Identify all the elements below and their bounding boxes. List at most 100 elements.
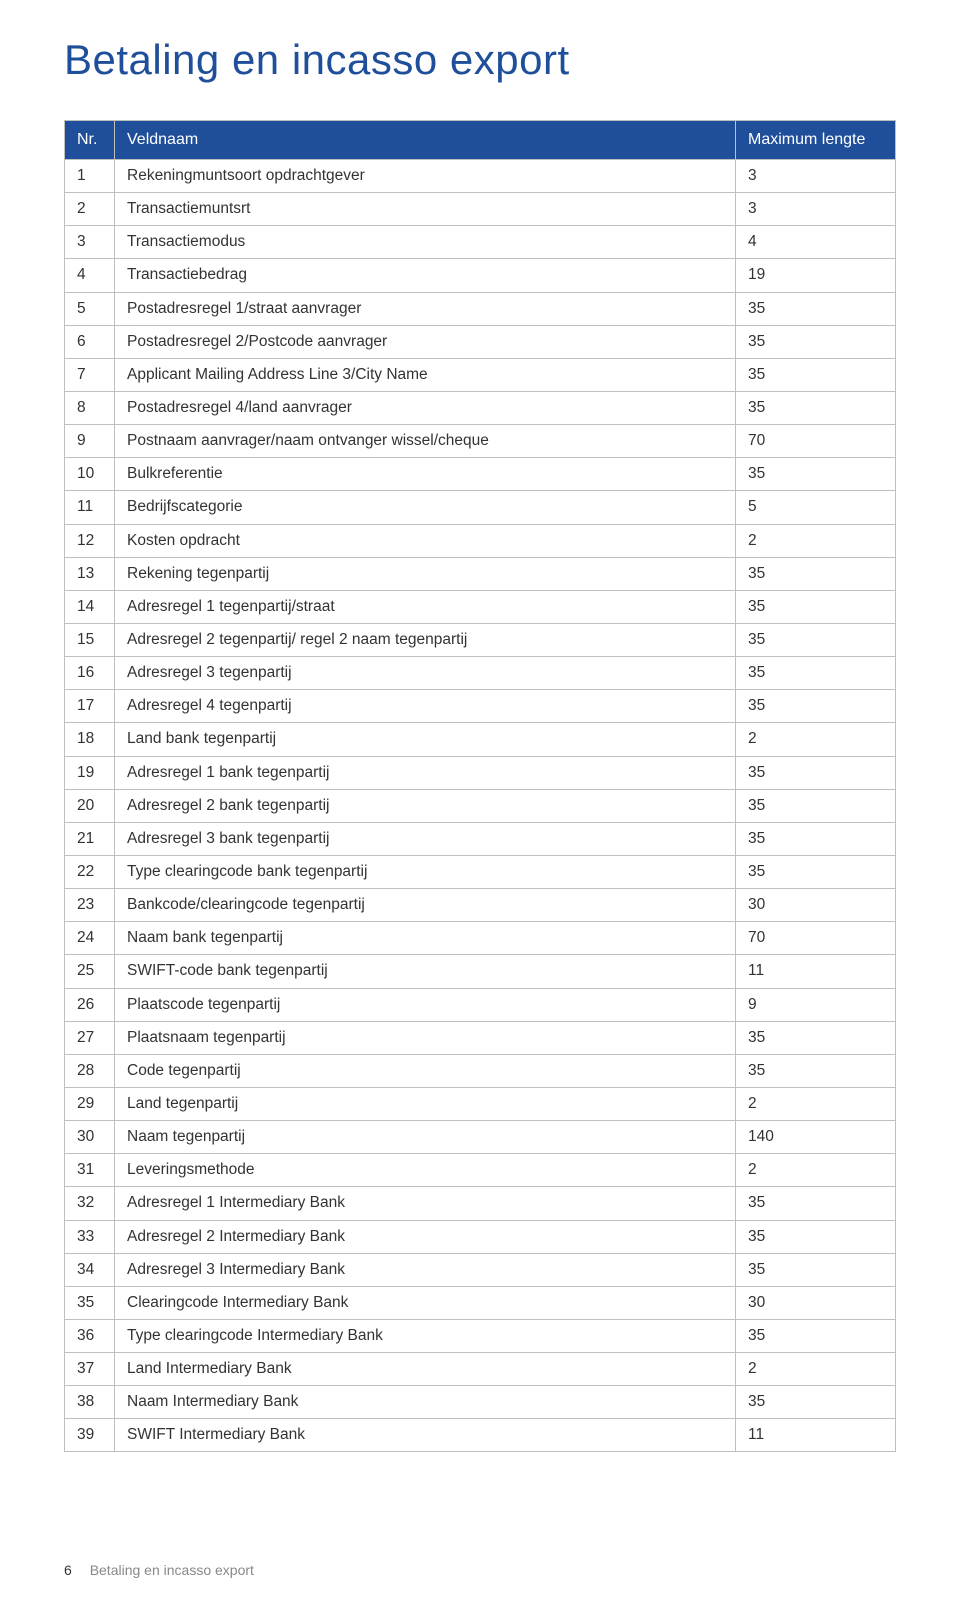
cell-name: Postadresregel 2/Postcode aanvrager [115,325,736,358]
cell-max: 35 [736,623,896,656]
cell-max: 11 [736,955,896,988]
cell-max: 70 [736,425,896,458]
cell-nr: 32 [65,1187,115,1220]
cell-nr: 38 [65,1386,115,1419]
table-row: 25SWIFT-code bank tegenpartij11 [65,955,896,988]
table-row: 16Adresregel 3 tegenpartij35 [65,657,896,690]
cell-nr: 20 [65,789,115,822]
cell-max: 35 [736,1187,896,1220]
cell-nr: 3 [65,226,115,259]
table-row: 7Applicant Mailing Address Line 3/City N… [65,358,896,391]
cell-max: 35 [736,292,896,325]
table-row: 29Land tegenpartij2 [65,1087,896,1120]
table-row: 33Adresregel 2 Intermediary Bank35 [65,1220,896,1253]
cell-max: 35 [736,1021,896,1054]
table-row: 35Clearingcode Intermediary Bank30 [65,1286,896,1319]
cell-max: 30 [736,1286,896,1319]
cell-nr: 9 [65,425,115,458]
cell-name: Adresregel 4 tegenpartij [115,690,736,723]
cell-name: Bulkreferentie [115,458,736,491]
cell-name: Postadresregel 4/land aanvrager [115,391,736,424]
cell-nr: 11 [65,491,115,524]
cell-name: Rekeningmuntsoort opdrachtgever [115,160,736,193]
cell-nr: 28 [65,1054,115,1087]
cell-name: Land bank tegenpartij [115,723,736,756]
cell-nr: 17 [65,690,115,723]
cell-max: 35 [736,855,896,888]
table-row: 13Rekening tegenpartij35 [65,557,896,590]
cell-name: SWIFT Intermediary Bank [115,1419,736,1452]
cell-nr: 26 [65,988,115,1021]
cell-nr: 2 [65,193,115,226]
cell-nr: 4 [65,259,115,292]
cell-max: 35 [736,458,896,491]
table-row: 38Naam Intermediary Bank35 [65,1386,896,1419]
col-header-max: Maximum lengte [736,121,896,160]
cell-max: 9 [736,988,896,1021]
cell-name: Bedrijfscategorie [115,491,736,524]
cell-max: 35 [736,1253,896,1286]
table-row: 2Transactiemuntsrt3 [65,193,896,226]
cell-max: 35 [736,756,896,789]
cell-nr: 21 [65,822,115,855]
table-row: 27Plaatsnaam tegenpartij35 [65,1021,896,1054]
cell-name: Type clearingcode bank tegenpartij [115,855,736,888]
cell-nr: 35 [65,1286,115,1319]
cell-name: Adresregel 2 Intermediary Bank [115,1220,736,1253]
cell-nr: 22 [65,855,115,888]
cell-name: Postadresregel 1/straat aanvrager [115,292,736,325]
cell-max: 2 [736,1087,896,1120]
cell-nr: 16 [65,657,115,690]
table-row: 4Transactiebedrag19 [65,259,896,292]
table-row: 28Code tegenpartij35 [65,1054,896,1087]
cell-name: Leveringsmethode [115,1154,736,1187]
cell-name: Adresregel 1 bank tegenpartij [115,756,736,789]
cell-name: Adresregel 3 Intermediary Bank [115,1253,736,1286]
cell-max: 35 [736,789,896,822]
cell-name: Adresregel 3 tegenpartij [115,657,736,690]
cell-nr: 19 [65,756,115,789]
cell-nr: 27 [65,1021,115,1054]
cell-name: Postnaam aanvrager/naam ontvanger wissel… [115,425,736,458]
cell-name: Clearingcode Intermediary Bank [115,1286,736,1319]
cell-nr: 8 [65,391,115,424]
cell-name: Adresregel 1 Intermediary Bank [115,1187,736,1220]
cell-nr: 14 [65,590,115,623]
table-row: 14Adresregel 1 tegenpartij/straat35 [65,590,896,623]
table-row: 22Type clearingcode bank tegenpartij35 [65,855,896,888]
cell-nr: 15 [65,623,115,656]
cell-name: Code tegenpartij [115,1054,736,1087]
cell-name: Adresregel 2 bank tegenpartij [115,789,736,822]
table-row: 9Postnaam aanvrager/naam ontvanger wisse… [65,425,896,458]
table-row: 11Bedrijfscategorie5 [65,491,896,524]
cell-max: 35 [736,657,896,690]
cell-nr: 24 [65,922,115,955]
cell-max: 5 [736,491,896,524]
cell-name: Kosten opdracht [115,524,736,557]
cell-max: 3 [736,193,896,226]
cell-max: 35 [736,1319,896,1352]
cell-max: 2 [736,723,896,756]
cell-name: Naam tegenpartij [115,1121,736,1154]
cell-max: 11 [736,1419,896,1452]
table-row: 5Postadresregel 1/straat aanvrager35 [65,292,896,325]
cell-nr: 31 [65,1154,115,1187]
footer-page-number: 6 [64,1562,72,1578]
cell-name: Type clearingcode Intermediary Bank [115,1319,736,1352]
cell-max: 35 [736,1220,896,1253]
cell-max: 35 [736,690,896,723]
cell-max: 35 [736,590,896,623]
cell-name: Plaatscode tegenpartij [115,988,736,1021]
table-row: 6Postadresregel 2/Postcode aanvrager35 [65,325,896,358]
cell-name: Applicant Mailing Address Line 3/City Na… [115,358,736,391]
table-row: 17Adresregel 4 tegenpartij35 [65,690,896,723]
cell-nr: 36 [65,1319,115,1352]
table-row: 20Adresregel 2 bank tegenpartij35 [65,789,896,822]
cell-nr: 1 [65,160,115,193]
cell-max: 2 [736,524,896,557]
cell-nr: 29 [65,1087,115,1120]
col-header-name: Veldnaam [115,121,736,160]
cell-name: Transactiemodus [115,226,736,259]
table-row: 1Rekeningmuntsoort opdrachtgever3 [65,160,896,193]
cell-name: Rekening tegenpartij [115,557,736,590]
